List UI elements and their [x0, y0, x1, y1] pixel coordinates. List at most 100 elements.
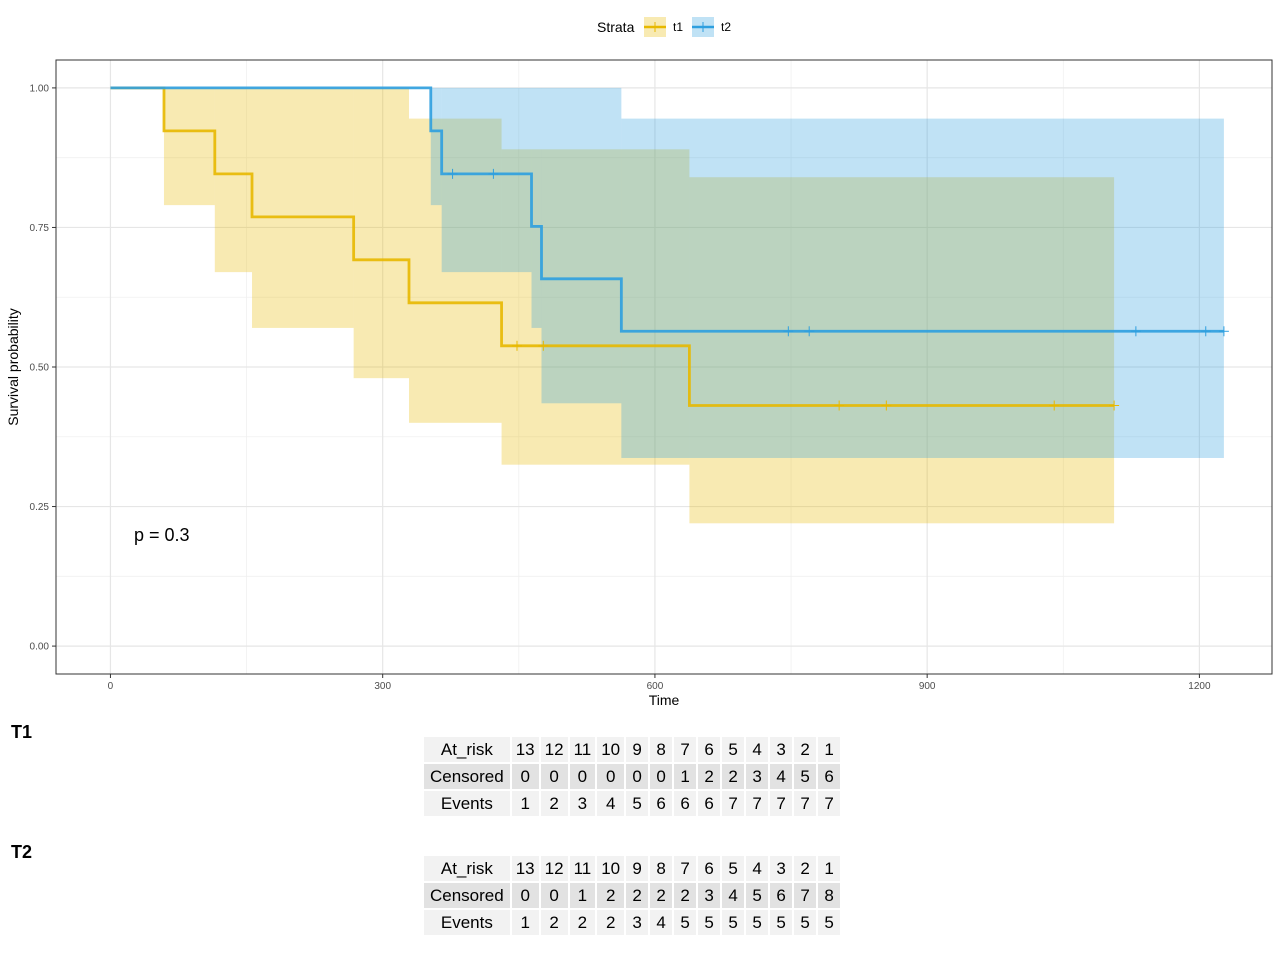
risk-cell: 2 [674, 883, 697, 910]
risk-cell: 4 [746, 737, 769, 764]
survival-curve-t1 [110, 86, 1115, 407]
x-tick-label: 1200 [1188, 681, 1211, 692]
censor-mark-t2 [804, 326, 815, 337]
risk-cell: 6 [770, 883, 793, 910]
legend-label-t1: t1 [673, 20, 683, 34]
censor-mark-t1 [511, 340, 522, 351]
x-tick-label: 300 [374, 681, 391, 692]
risk-cell: 1 [818, 737, 841, 764]
risk-table-title-t2: T2 [11, 842, 33, 862]
risk-cell: 2 [569, 910, 596, 937]
risk-cell: 6 [674, 791, 697, 818]
risk-cell: 4 [597, 791, 625, 818]
risk-cell: 3 [626, 910, 649, 937]
ci-band-t1 [353, 87, 410, 379]
risk-cell: 5 [626, 791, 649, 818]
risk-cell: 2 [626, 883, 649, 910]
risk-cell: 0 [540, 883, 568, 910]
legend-key-t2 [692, 17, 714, 37]
risk-cell: 0 [626, 764, 649, 791]
risk-cell: 7 [794, 883, 817, 910]
ci-band-t2 [541, 87, 622, 404]
ci-band-t2 [531, 87, 542, 328]
risk-cell: 8 [650, 737, 673, 764]
ci-band-t2 [621, 118, 1224, 458]
risk-cell: 3 [746, 764, 769, 791]
risk-cell: 5 [818, 910, 841, 937]
risk-cell: 9 [626, 737, 649, 764]
risk-cell: 12 [540, 856, 568, 883]
risk-cell: 2 [540, 791, 568, 818]
censor-mark-t2 [447, 168, 458, 179]
x-tick-label: 900 [919, 681, 936, 692]
risk-cell: 4 [770, 764, 793, 791]
y-tick-label: 0.50 [30, 363, 50, 374]
confidence-bands [163, 87, 1224, 524]
censor-mark-t2 [488, 168, 499, 179]
risk-cell: 8 [650, 856, 673, 883]
censor-mark-t2 [783, 326, 794, 337]
censor-marks [447, 168, 1229, 411]
risk-row-label: At_risk [424, 737, 510, 764]
risk-cell: 6 [698, 737, 721, 764]
risk-cell: 3 [698, 883, 721, 910]
risk-row-censored: Censored 0 0 1 2 2 2 2 3 4 5 6 7 8 [424, 883, 841, 910]
risk-cell: 4 [722, 883, 745, 910]
censor-mark-t1 [538, 340, 549, 351]
y-tick-label: 0.00 [30, 642, 50, 653]
ci-band-t2 [430, 87, 442, 206]
risk-cell: 5 [722, 856, 745, 883]
risk-cell: 11 [569, 856, 596, 883]
grid [56, 60, 1272, 674]
x-tick-label: 600 [647, 681, 664, 692]
y-tick-label: 1.00 [30, 83, 50, 94]
risk-cell: 1 [818, 856, 841, 883]
risk-cell: 1 [674, 764, 697, 791]
risk-cell: 1 [511, 791, 539, 818]
legend: Strata t1 t2 [597, 17, 731, 37]
risk-row-label: Events [424, 791, 510, 818]
risk-cell: 6 [698, 791, 721, 818]
risk-cell: 12 [540, 737, 568, 764]
risk-cell: 7 [722, 791, 745, 818]
ci-band-t1 [252, 87, 354, 328]
ci-band-t1 [689, 177, 1115, 524]
censor-mark-t1 [1049, 400, 1060, 411]
risk-cell: 5 [722, 737, 745, 764]
censor-mark-t2 [1130, 326, 1141, 337]
risk-table-title-t1: T1 [11, 722, 33, 742]
risk-cell: 9 [626, 856, 649, 883]
risk-cell: 3 [770, 856, 793, 883]
censor-mark-t2 [1218, 326, 1229, 337]
risk-cell: 2 [540, 910, 568, 937]
risk-table-t2: At_risk 13 12 11 10 9 8 7 6 5 4 3 2 1 Censored 0 0 1 2 2 2 2 3… [422, 856, 842, 937]
risk-row-censored: Censored 0 0 0 0 0 0 1 2 2 3 4 5 6 [424, 764, 841, 791]
risk-cell: 7 [746, 791, 769, 818]
ci-band-t1 [214, 87, 253, 273]
survival-curves [110, 86, 1224, 407]
p-value-annotation: p = 0.3 [134, 525, 190, 545]
risk-row-events: Events 1 2 3 4 5 6 6 6 7 7 7 7 7 [424, 791, 841, 818]
risk-row-events: Events 1 2 2 2 3 4 5 5 5 5 5 5 5 [424, 910, 841, 937]
legend-title: Strata [597, 19, 635, 35]
risk-cell: 11 [569, 737, 596, 764]
risk-cell: 0 [540, 764, 568, 791]
survival-plot: Strata t1 t2 0 300 600 900 12000.000.250.500… [5, 17, 1273, 708]
risk-cell: 5 [698, 910, 721, 937]
risk-cell: 13 [511, 856, 539, 883]
risk-cell: 1 [569, 883, 596, 910]
risk-cell: 5 [770, 910, 793, 937]
censor-mark-t2 [1200, 326, 1211, 337]
ci-band-t2 [441, 87, 532, 273]
risk-row-label: At_risk [424, 856, 510, 883]
risk-cell: 0 [597, 764, 625, 791]
censor-mark-t1 [1109, 400, 1120, 411]
risk-cell: 6 [650, 791, 673, 818]
risk-cell: 7 [674, 737, 697, 764]
risk-cell: 6 [698, 856, 721, 883]
risk-cell: 5 [746, 910, 769, 937]
risk-row-label: Censored [424, 883, 510, 910]
risk-cell: 0 [650, 764, 673, 791]
risk-cell: 7 [674, 856, 697, 883]
risk-cell: 3 [569, 791, 596, 818]
